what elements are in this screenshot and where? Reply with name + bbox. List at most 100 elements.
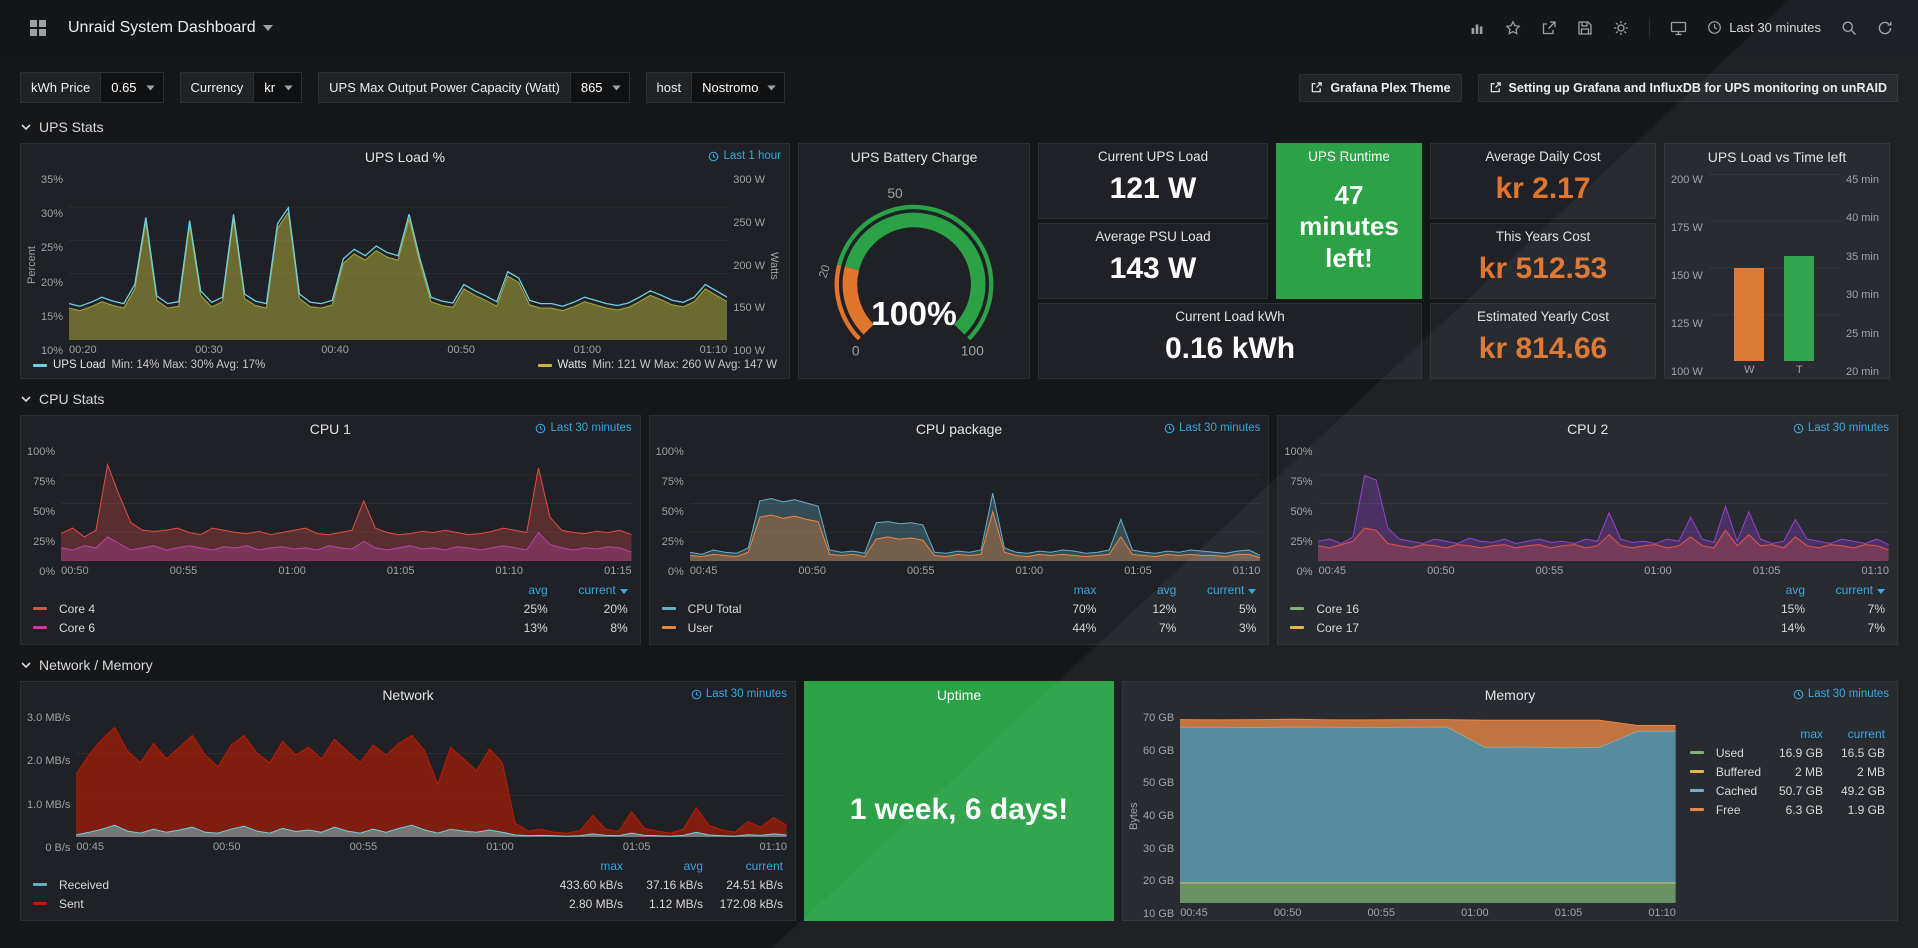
- y-axis-left: 70 GB 60 GB 50 GB 40 GB 30 GB 20 GB 10 GB: [1141, 712, 1180, 920]
- axis-tick: 00:55: [349, 841, 378, 853]
- clock-icon: [1708, 21, 1722, 34]
- axis-tick: 01:10: [495, 565, 524, 577]
- panel-title[interactable]: Uptime: [936, 687, 982, 703]
- panel-title[interactable]: CPU 2: [1567, 421, 1609, 437]
- legend-series[interactable]: Free: [1689, 803, 1761, 817]
- add-panel-icon: [1471, 24, 1483, 34]
- legend-series[interactable]: Cached: [1689, 784, 1761, 798]
- legend-header-current[interactable]: current: [1847, 726, 1885, 741]
- legend-series[interactable]: Buffered: [1689, 765, 1761, 779]
- share-button[interactable]: [1532, 13, 1566, 43]
- legend-series[interactable]: Core 6: [33, 621, 468, 635]
- row-ups-stats: UPS Load % Last 1 hour Percent 35% 30% 25%…: [20, 143, 1898, 379]
- legend-header-max[interactable]: max: [1800, 726, 1823, 741]
- legend-color-dash: [537, 363, 552, 367]
- navbar: Unraid System Dashboard: [0, 0, 1918, 55]
- panel-uptime: Uptime 1 week, 6 days!: [804, 681, 1114, 921]
- cycle-view-button[interactable]: [1661, 13, 1696, 43]
- legend-header-avg[interactable]: avg: [1156, 582, 1177, 597]
- refresh-icon: [1878, 21, 1892, 34]
- legend-color-dash: [1290, 626, 1305, 629]
- panel-title[interactable]: UPS Load vs Time left: [1707, 149, 1847, 165]
- variable-value-dropdown[interactable]: Nostromo: [691, 72, 786, 103]
- axis-tick: 25 min: [1845, 327, 1879, 340]
- legend-header-avg[interactable]: avg: [1785, 582, 1806, 597]
- legend-row-cached: Cached 50.7 GB 49.2 GB: [1689, 781, 1885, 800]
- panel-title[interactable]: CPU package: [915, 421, 1003, 437]
- panel-title[interactable]: UPS Runtime: [1308, 148, 1390, 164]
- clock-icon: [691, 689, 702, 699]
- y-axis-label-left: Percent: [26, 246, 38, 285]
- caret-down-icon: [284, 85, 293, 90]
- panel-title[interactable]: Current UPS Load: [1097, 148, 1209, 164]
- panel-title[interactable]: Network: [382, 687, 434, 703]
- star-button[interactable]: [1496, 13, 1530, 43]
- panel-title[interactable]: Memory: [1484, 687, 1536, 703]
- panel-average-psu-load: Average PSU Load 143 W: [1038, 223, 1268, 299]
- legend-header-current[interactable]: current: [1176, 583, 1256, 597]
- x-axis: 00:45 00:50 00:55 01:00 01:05 01:10: [1318, 561, 1889, 578]
- panel-title[interactable]: Average Daily Cost: [1485, 148, 1601, 164]
- panel-time-override: Last 30 minutes: [535, 422, 632, 434]
- axis-tick: 00:30: [195, 344, 223, 356]
- legend-row-core-16: Core 16 15% 7%: [1290, 599, 1885, 618]
- add-panel-button[interactable]: [1460, 13, 1494, 43]
- legend-header-avg[interactable]: avg: [683, 858, 703, 873]
- legend-header-avg[interactable]: avg: [528, 582, 548, 597]
- legend-header-max[interactable]: max: [600, 858, 623, 873]
- apps-menu-button[interactable]: [20, 12, 56, 44]
- time-range-picker[interactable]: Last 30 minutes: [1698, 13, 1830, 42]
- legend-series[interactable]: Core 16: [1290, 602, 1725, 616]
- axis-tick: 25%: [33, 536, 56, 548]
- panel-title[interactable]: UPS Battery Charge: [850, 149, 978, 165]
- legend-header-current[interactable]: current: [745, 858, 783, 873]
- legend-series[interactable]: Sent: [33, 897, 543, 911]
- chart-canvas: [1318, 446, 1890, 561]
- axis-tick: 00:50: [1427, 565, 1455, 577]
- legend-item-watts[interactable]: Watts Min: 121 W Max: 260 W Avg: 147 W: [537, 359, 777, 371]
- stat-value: 1 week, 6 days!: [849, 793, 1069, 826]
- bar-watts[interactable]: [1734, 267, 1765, 361]
- axis-tick: 30 GB: [1143, 842, 1175, 855]
- axis-tick: 100 W: [733, 345, 765, 357]
- panel-title[interactable]: Average PSU Load: [1095, 228, 1211, 244]
- legend-item-ups-load[interactable]: UPS Load Min: 14% Max: 30% Avg: 17%: [33, 359, 265, 371]
- legend-row-core-17: Core 17 14% 7%: [1290, 618, 1885, 637]
- legend-header-current[interactable]: current: [1805, 583, 1885, 597]
- variable-value-dropdown[interactable]: kr: [253, 72, 303, 103]
- axis-tick: 00:50: [213, 841, 241, 853]
- link-grafana-influxdb-guide[interactable]: Setting up Grafana and InfluxDB for UPS …: [1477, 73, 1898, 102]
- legend-header-current[interactable]: current: [548, 583, 628, 597]
- legend-series[interactable]: Received: [33, 878, 543, 892]
- panel-title[interactable]: UPS Load %: [364, 149, 446, 165]
- monitor-icon: [1671, 21, 1687, 35]
- legend-series[interactable]: Core 17: [1290, 621, 1725, 635]
- variable-label: Currency: [179, 72, 254, 103]
- panel-title[interactable]: Estimated Yearly Cost: [1476, 308, 1610, 324]
- legend-series[interactable]: User: [661, 621, 1017, 635]
- legend-header-max[interactable]: max: [1073, 582, 1097, 597]
- link-grafana-plex-theme[interactable]: Grafana Plex Theme: [1299, 73, 1462, 102]
- y-axis-label-right: Watts: [768, 251, 780, 280]
- panel-title[interactable]: CPU 1: [309, 421, 351, 437]
- axis-tick: 01:10: [699, 344, 728, 356]
- section-row-ups-stats[interactable]: UPS Stats: [20, 119, 1898, 135]
- refresh-button[interactable]: [1868, 13, 1902, 43]
- zoom-out-button[interactable]: [1832, 13, 1866, 43]
- legend-series[interactable]: CPU Total: [661, 602, 1017, 616]
- section-row-cpu-stats[interactable]: CPU Stats: [20, 391, 1898, 407]
- panel-title[interactable]: Current Load kWh: [1175, 308, 1285, 324]
- axis-tick: 75%: [1290, 476, 1313, 488]
- settings-button[interactable]: [1604, 13, 1638, 43]
- bar-time-left[interactable]: [1784, 256, 1815, 361]
- save-button[interactable]: [1568, 13, 1602, 43]
- panel-title[interactable]: This Years Cost: [1495, 228, 1591, 244]
- variable-value-dropdown[interactable]: 865: [569, 72, 630, 103]
- dashboard-title-button[interactable]: Unraid System Dashboard: [68, 19, 273, 37]
- legend-series[interactable]: Core 4: [33, 602, 468, 616]
- section-row-network-memory[interactable]: Network / Memory: [20, 657, 1898, 673]
- panel-ups-battery-charge: UPS Battery Charge 0 100 50 20 100%: [798, 143, 1030, 379]
- external-link-icon: [1312, 82, 1323, 93]
- legend-series[interactable]: Used: [1689, 746, 1761, 760]
- variable-value-dropdown[interactable]: 0.65: [100, 72, 164, 103]
